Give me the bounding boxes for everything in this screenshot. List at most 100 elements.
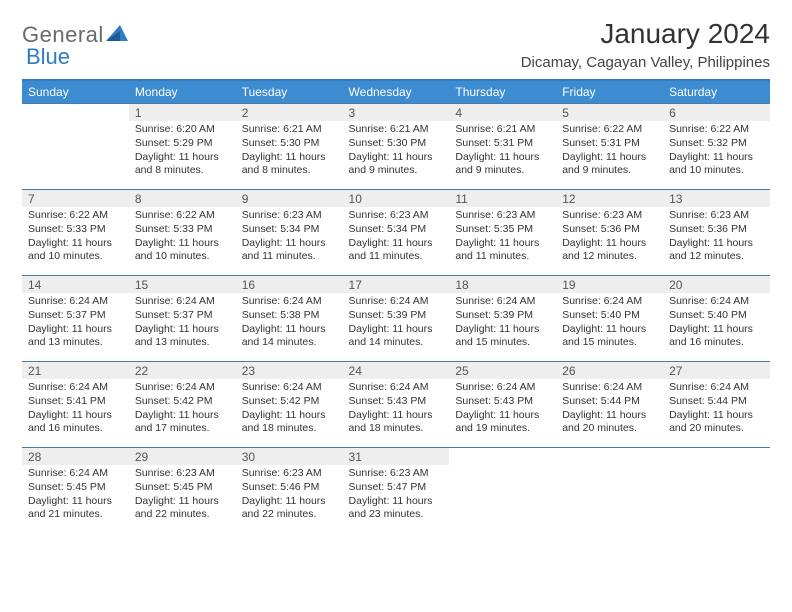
day-number: 29: [129, 448, 236, 465]
day-line-d2: and 15 minutes.: [562, 336, 657, 350]
day-number: 11: [449, 190, 556, 207]
day-line-ss: Sunset: 5:41 PM: [28, 395, 123, 409]
day-line-d2: and 22 minutes.: [242, 508, 337, 522]
day-line-ss: Sunset: 5:38 PM: [242, 309, 337, 323]
day-number: 26: [556, 362, 663, 379]
day-number: 12: [556, 190, 663, 207]
day-cell: 13Sunrise: 6:23 AMSunset: 5:36 PMDayligh…: [663, 190, 770, 275]
day-line-d2: and 20 minutes.: [562, 422, 657, 436]
month-title: January 2024: [521, 18, 770, 50]
day-line-ss: Sunset: 5:45 PM: [135, 481, 230, 495]
day-details: Sunrise: 6:24 AMSunset: 5:40 PMDaylight:…: [663, 293, 770, 354]
day-number: 13: [663, 190, 770, 207]
day-line-sr: Sunrise: 6:24 AM: [562, 295, 657, 309]
calendar-cell: 8Sunrise: 6:22 AMSunset: 5:33 PMDaylight…: [129, 190, 236, 276]
day-line-d2: and 12 minutes.: [562, 250, 657, 264]
calendar-cell: [449, 448, 556, 534]
day-number: 5: [556, 104, 663, 121]
day-cell: 9Sunrise: 6:23 AMSunset: 5:34 PMDaylight…: [236, 190, 343, 275]
day-line-d2: and 9 minutes.: [349, 164, 444, 178]
day-line-ss: Sunset: 5:29 PM: [135, 137, 230, 151]
day-line-d1: Daylight: 11 hours: [135, 495, 230, 509]
calendar-cell: 14Sunrise: 6:24 AMSunset: 5:37 PMDayligh…: [22, 276, 129, 362]
day-number: 15: [129, 276, 236, 293]
calendar-cell: 23Sunrise: 6:24 AMSunset: 5:42 PMDayligh…: [236, 362, 343, 448]
day-details: Sunrise: 6:23 AMSunset: 5:46 PMDaylight:…: [236, 465, 343, 526]
day-line-d2: and 19 minutes.: [455, 422, 550, 436]
day-line-sr: Sunrise: 6:23 AM: [669, 209, 764, 223]
calendar-cell: 20Sunrise: 6:24 AMSunset: 5:40 PMDayligh…: [663, 276, 770, 362]
day-line-d2: and 9 minutes.: [455, 164, 550, 178]
day-line-sr: Sunrise: 6:22 AM: [135, 209, 230, 223]
day-line-sr: Sunrise: 6:21 AM: [242, 123, 337, 137]
day-cell: 7Sunrise: 6:22 AMSunset: 5:33 PMDaylight…: [22, 190, 129, 275]
calendar-week-row: 7Sunrise: 6:22 AMSunset: 5:33 PMDaylight…: [22, 190, 770, 276]
day-number: 9: [236, 190, 343, 207]
day-details: Sunrise: 6:22 AMSunset: 5:33 PMDaylight:…: [129, 207, 236, 268]
day-line-ss: Sunset: 5:42 PM: [242, 395, 337, 409]
day-line-sr: Sunrise: 6:24 AM: [28, 295, 123, 309]
calendar-cell: 5Sunrise: 6:22 AMSunset: 5:31 PMDaylight…: [556, 104, 663, 190]
calendar-cell: 25Sunrise: 6:24 AMSunset: 5:43 PMDayligh…: [449, 362, 556, 448]
day-line-d2: and 10 minutes.: [669, 164, 764, 178]
day-line-d1: Daylight: 11 hours: [242, 151, 337, 165]
calendar-cell: 2Sunrise: 6:21 AMSunset: 5:30 PMDaylight…: [236, 104, 343, 190]
day-details: Sunrise: 6:24 AMSunset: 5:41 PMDaylight:…: [22, 379, 129, 440]
day-line-ss: Sunset: 5:39 PM: [349, 309, 444, 323]
day-details: Sunrise: 6:24 AMSunset: 5:37 PMDaylight:…: [22, 293, 129, 354]
calendar-cell: 10Sunrise: 6:23 AMSunset: 5:34 PMDayligh…: [343, 190, 450, 276]
day-line-sr: Sunrise: 6:24 AM: [349, 381, 444, 395]
day-cell: 21Sunrise: 6:24 AMSunset: 5:41 PMDayligh…: [22, 362, 129, 447]
day-line-ss: Sunset: 5:31 PM: [562, 137, 657, 151]
day-number: 22: [129, 362, 236, 379]
day-details: Sunrise: 6:21 AMSunset: 5:31 PMDaylight:…: [449, 121, 556, 182]
day-line-ss: Sunset: 5:31 PM: [455, 137, 550, 151]
calendar-cell: 21Sunrise: 6:24 AMSunset: 5:41 PMDayligh…: [22, 362, 129, 448]
logo-text-blue: Blue: [26, 44, 70, 69]
empty-day: [663, 448, 770, 533]
day-line-d1: Daylight: 11 hours: [455, 409, 550, 423]
day-line-d2: and 10 minutes.: [28, 250, 123, 264]
day-line-d2: and 18 minutes.: [349, 422, 444, 436]
day-number: 21: [22, 362, 129, 379]
day-cell: 18Sunrise: 6:24 AMSunset: 5:39 PMDayligh…: [449, 276, 556, 361]
logo-triangle-icon: [106, 25, 128, 41]
calendar-cell: 30Sunrise: 6:23 AMSunset: 5:46 PMDayligh…: [236, 448, 343, 534]
day-details: Sunrise: 6:24 AMSunset: 5:43 PMDaylight:…: [343, 379, 450, 440]
day-line-d1: Daylight: 11 hours: [349, 237, 444, 251]
day-cell: 23Sunrise: 6:24 AMSunset: 5:42 PMDayligh…: [236, 362, 343, 447]
day-line-d1: Daylight: 11 hours: [28, 237, 123, 251]
day-number: 30: [236, 448, 343, 465]
day-line-d1: Daylight: 11 hours: [455, 237, 550, 251]
day-line-sr: Sunrise: 6:23 AM: [349, 467, 444, 481]
day-line-sr: Sunrise: 6:21 AM: [349, 123, 444, 137]
day-number: 27: [663, 362, 770, 379]
day-line-sr: Sunrise: 6:24 AM: [242, 295, 337, 309]
weekday-header: Tuesday: [236, 80, 343, 104]
day-line-d1: Daylight: 11 hours: [669, 151, 764, 165]
day-line-d2: and 20 minutes.: [669, 422, 764, 436]
day-line-d1: Daylight: 11 hours: [562, 409, 657, 423]
day-details: Sunrise: 6:22 AMSunset: 5:33 PMDaylight:…: [22, 207, 129, 268]
day-details: Sunrise: 6:24 AMSunset: 5:39 PMDaylight:…: [449, 293, 556, 354]
calendar-cell: 19Sunrise: 6:24 AMSunset: 5:40 PMDayligh…: [556, 276, 663, 362]
calendar-cell: 1Sunrise: 6:20 AMSunset: 5:29 PMDaylight…: [129, 104, 236, 190]
day-number: 24: [343, 362, 450, 379]
calendar-cell: [663, 448, 770, 534]
calendar-cell: [22, 104, 129, 190]
day-cell: 22Sunrise: 6:24 AMSunset: 5:42 PMDayligh…: [129, 362, 236, 447]
day-cell: 17Sunrise: 6:24 AMSunset: 5:39 PMDayligh…: [343, 276, 450, 361]
calendar-cell: 6Sunrise: 6:22 AMSunset: 5:32 PMDaylight…: [663, 104, 770, 190]
day-cell: 15Sunrise: 6:24 AMSunset: 5:37 PMDayligh…: [129, 276, 236, 361]
day-cell: 3Sunrise: 6:21 AMSunset: 5:30 PMDaylight…: [343, 104, 450, 189]
day-line-d2: and 8 minutes.: [242, 164, 337, 178]
calendar-cell: 26Sunrise: 6:24 AMSunset: 5:44 PMDayligh…: [556, 362, 663, 448]
weekday-header: Friday: [556, 80, 663, 104]
calendar-cell: 15Sunrise: 6:24 AMSunset: 5:37 PMDayligh…: [129, 276, 236, 362]
day-details: Sunrise: 6:23 AMSunset: 5:36 PMDaylight:…: [556, 207, 663, 268]
day-line-d2: and 11 minutes.: [455, 250, 550, 264]
day-details: Sunrise: 6:24 AMSunset: 5:43 PMDaylight:…: [449, 379, 556, 440]
day-line-sr: Sunrise: 6:22 AM: [669, 123, 764, 137]
day-line-ss: Sunset: 5:40 PM: [669, 309, 764, 323]
day-cell: 28Sunrise: 6:24 AMSunset: 5:45 PMDayligh…: [22, 448, 129, 533]
